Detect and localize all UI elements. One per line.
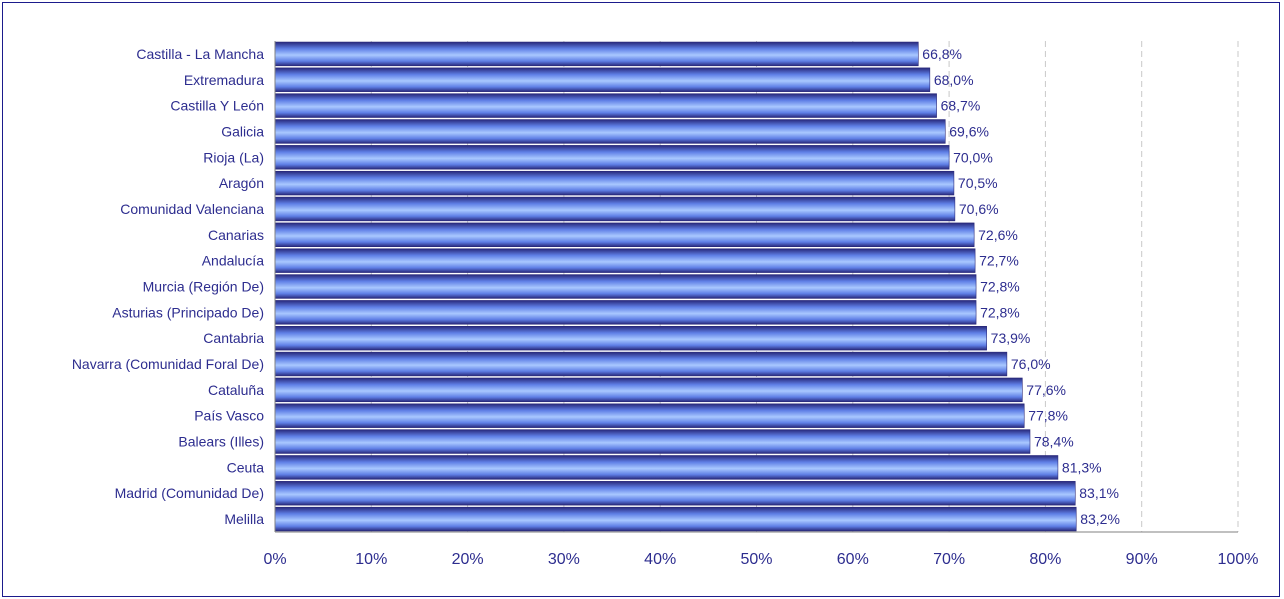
x-tick-label: 80% — [1029, 551, 1061, 568]
data-label: 77,6% — [1026, 382, 1066, 398]
category-label: Rioja (La) — [203, 149, 264, 165]
data-label: 70,5% — [958, 175, 998, 191]
data-label: 66,8% — [922, 46, 962, 62]
x-tick-label: 50% — [740, 551, 772, 568]
category-label: Navarra (Comunidad Foral De) — [72, 356, 264, 372]
data-label: 72,6% — [978, 227, 1018, 243]
data-label: 73,9% — [991, 330, 1031, 346]
data-label: 69,6% — [949, 123, 989, 139]
category-label: Ceuta — [227, 459, 265, 475]
bar — [274, 403, 1025, 428]
axes — [274, 41, 1238, 533]
category-label: Castilla - La Mancha — [136, 46, 264, 62]
data-label: 70,6% — [959, 201, 999, 217]
bar — [274, 170, 955, 196]
x-tick-label: 0% — [263, 551, 286, 568]
data-label: 83,1% — [1079, 485, 1119, 501]
bar — [274, 222, 975, 248]
bar — [274, 145, 950, 170]
data-label: 76,0% — [1011, 356, 1051, 372]
bar — [274, 300, 977, 325]
category-label: Balears (Illes) — [178, 434, 264, 450]
data-label: 81,3% — [1062, 459, 1102, 475]
bar — [274, 455, 1059, 480]
x-tick-label: 70% — [933, 551, 965, 568]
data-label: 70,0% — [953, 149, 993, 165]
bar — [274, 325, 987, 351]
bar — [274, 196, 956, 222]
category-label: Asturias (Principado De) — [112, 304, 264, 320]
category-label: Madrid (Comunidad De) — [115, 485, 264, 501]
category-label: Murcia (Región De) — [143, 279, 264, 295]
bar — [274, 506, 1077, 532]
data-label: 68,0% — [934, 72, 974, 88]
data-label: 72,7% — [979, 253, 1019, 269]
category-label: Aragón — [219, 175, 264, 191]
bar — [274, 481, 1076, 506]
category-label: Galicia — [221, 123, 264, 139]
labels: 0% 10% 20% 30% 40% 50% 60% 70% 80% 90% 100% Castill… — [72, 46, 1259, 568]
bar — [274, 351, 1008, 377]
x-tick-label: 100% — [1218, 551, 1259, 568]
bar-chart: 0% 10% 20% 30% 40% 50% 60% 70% 80% 90% 100% Castill… — [72, 41, 1259, 568]
data-label: 72,8% — [980, 279, 1020, 295]
x-tick-label: 90% — [1126, 551, 1158, 568]
category-label: Canarias — [208, 227, 264, 243]
data-label: 77,8% — [1028, 408, 1068, 424]
category-label: Cataluña — [208, 382, 264, 398]
bar — [274, 248, 976, 273]
category-label: Andalucía — [202, 253, 264, 269]
data-label: 78,4% — [1034, 434, 1074, 450]
data-label: 68,7% — [941, 98, 981, 114]
bar — [274, 274, 977, 299]
x-tick-label: 20% — [452, 551, 484, 568]
category-label: Melilla — [224, 511, 264, 527]
bar — [274, 429, 1031, 454]
category-label: País Vasco — [194, 408, 264, 424]
data-label: 83,2% — [1080, 511, 1120, 527]
x-tick-label: 30% — [548, 551, 580, 568]
x-tick-label: 40% — [644, 551, 676, 568]
bars — [274, 41, 1077, 532]
x-tick-label: 60% — [837, 551, 869, 568]
bar — [274, 377, 1023, 403]
category-label: Cantabria — [203, 330, 264, 346]
category-label: Castilla Y León — [170, 98, 264, 114]
data-label: 72,8% — [980, 304, 1020, 320]
category-label: Extremadura — [184, 72, 264, 88]
x-tick-label: 10% — [355, 551, 387, 568]
category-label: Comunidad Valenciana — [120, 201, 264, 217]
bar — [274, 41, 919, 67]
bar — [274, 67, 931, 92]
bar — [274, 119, 946, 144]
bar — [274, 93, 937, 118]
